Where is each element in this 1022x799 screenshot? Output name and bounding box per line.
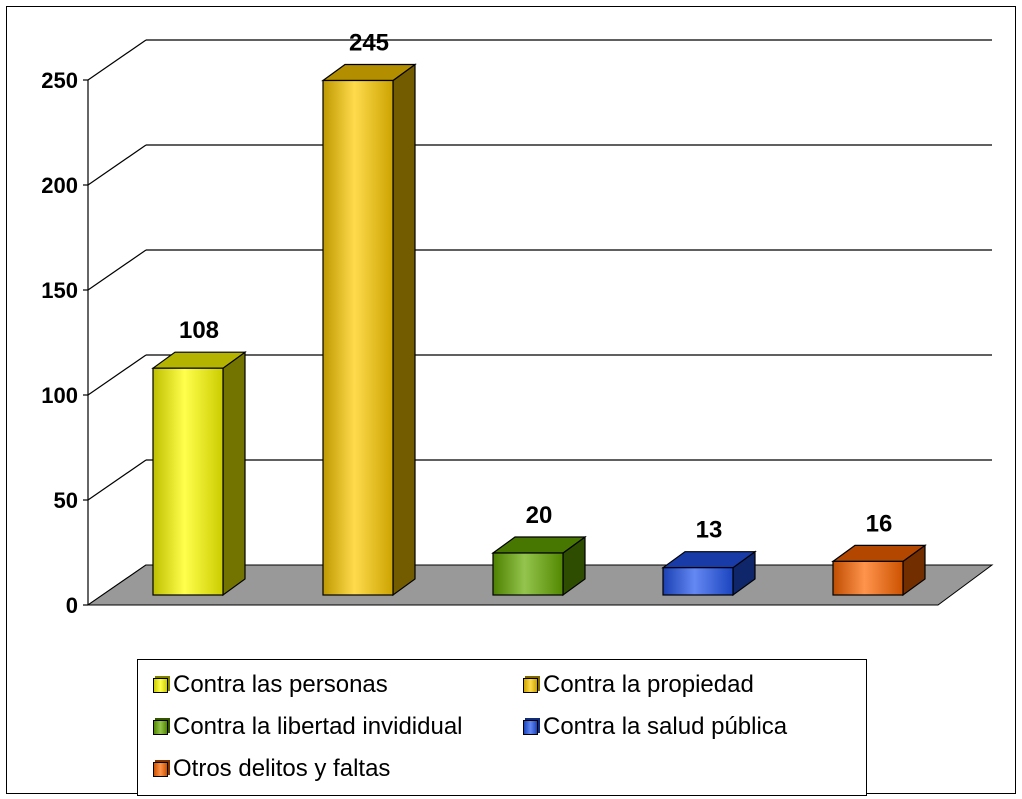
legend-label: Contra la salud pública — [543, 713, 788, 740]
y-tick-label: 50 — [54, 488, 78, 513]
y-tick-label: 200 — [41, 173, 78, 198]
data-label: 245 — [349, 30, 389, 57]
grid-diagonal — [87, 249, 147, 291]
bar-front — [322, 79, 394, 596]
bar-side — [392, 63, 416, 597]
legend-item: Contra la libertad invididual — [153, 712, 463, 742]
y-tick-label: 0 — [66, 593, 78, 618]
bar-1 — [321, 63, 417, 597]
bar-0 — [151, 351, 247, 597]
legend-swatch — [153, 719, 168, 735]
grid-diagonal — [87, 459, 147, 501]
bar-side — [222, 351, 246, 597]
legend-swatch — [153, 761, 168, 777]
legend-swatch — [523, 677, 538, 693]
legend-item: Contra las personas — [153, 670, 388, 700]
legend-label: Contra la libertad invididual — [173, 713, 463, 740]
y-tick-label: 250 — [41, 68, 78, 93]
legend-swatch — [153, 677, 168, 693]
bar-4 — [831, 544, 927, 597]
bar-front — [152, 367, 224, 596]
legend-item: Otros delitos y faltas — [153, 754, 390, 784]
bar-front — [662, 567, 734, 596]
y-tick-label: 100 — [41, 383, 78, 408]
legend-label: Otros delitos y faltas — [173, 755, 391, 782]
legend-item: Contra la propiedad — [523, 670, 754, 700]
bar-front — [492, 552, 564, 596]
bar-2 — [491, 535, 587, 597]
legend-label: Contra la propiedad — [543, 671, 754, 698]
data-label: 13 — [696, 517, 723, 544]
chart-legend: Contra las personas Contra la propiedad Co… — [137, 659, 867, 796]
grid-diagonal — [87, 354, 147, 396]
data-label: 16 — [866, 510, 893, 537]
y-tick-label: 150 — [41, 278, 78, 303]
bar-front — [832, 560, 904, 596]
grid-diagonal — [87, 39, 147, 81]
data-label: 108 — [179, 317, 219, 344]
data-label: 20 — [526, 502, 553, 529]
legend-swatch — [523, 719, 538, 735]
legend-item: Contra la salud pública — [523, 712, 787, 742]
grid-diagonal — [87, 144, 147, 186]
bar-3 — [661, 550, 757, 597]
legend-label: Contra las personas — [173, 671, 388, 698]
